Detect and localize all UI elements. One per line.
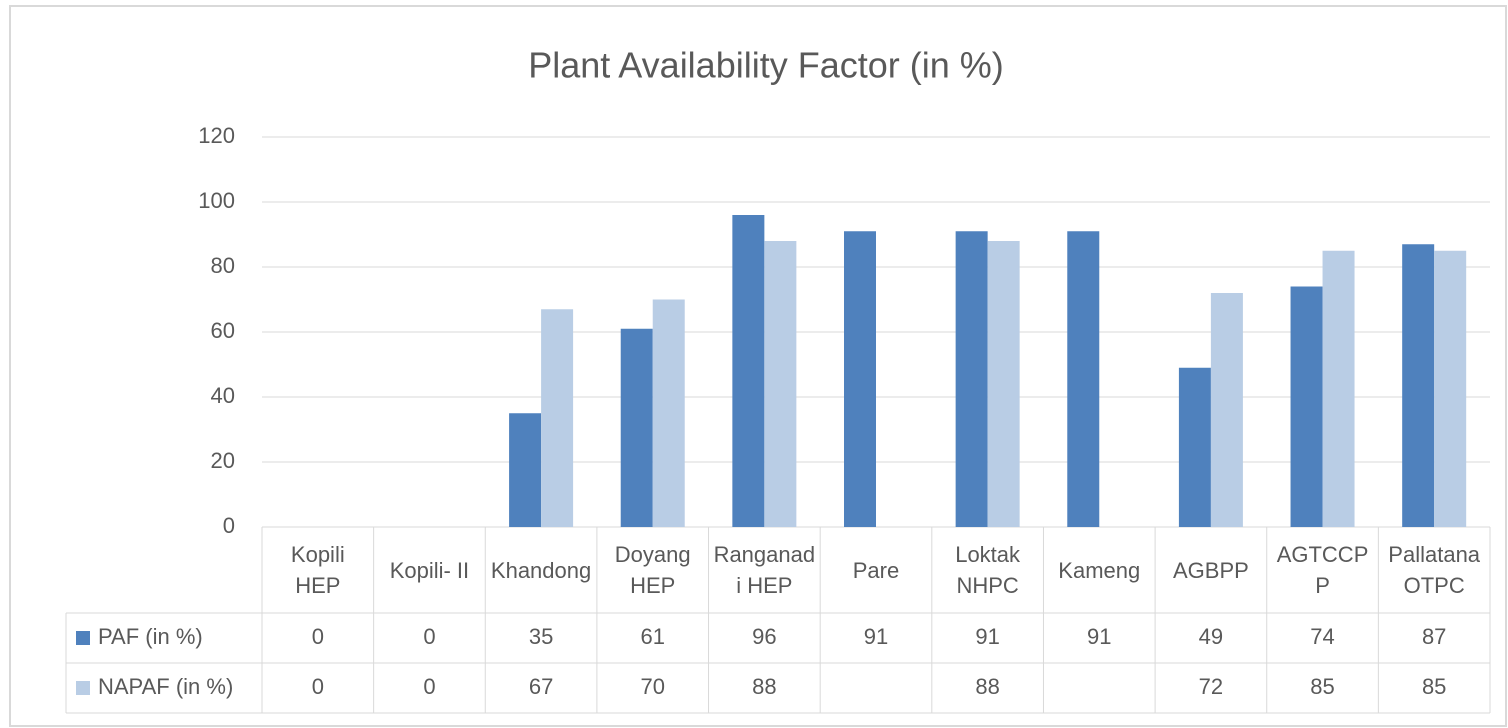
legend-key [76,681,90,695]
bar [1210,293,1243,527]
table-value: 49 [1199,624,1223,649]
x-tick-label: Pallatana OTPC [1388,542,1481,598]
y-tick-label: 40 [211,383,235,408]
table-value: 70 [640,674,664,699]
table-value: 91 [975,624,999,649]
y-tick-label: 20 [211,448,235,473]
table-value: 85 [1422,674,1446,699]
table-value: 0 [312,624,324,649]
legend-label: NAPAF (in %) [98,674,233,699]
table-value: 0 [312,674,324,699]
x-tick-label: Kopili- II [389,557,470,583]
bar [1322,250,1355,527]
x-tick-label: Doyang HEP [614,542,691,598]
table-value: 0 [423,624,435,649]
bar [987,241,1020,527]
legend-key [76,631,90,645]
table-value: 96 [752,624,776,649]
y-tick-label: 120 [198,123,235,148]
x-tick-label: Ranganadi HEP [713,542,816,598]
bar [955,231,988,527]
bar [1290,286,1323,527]
x-tick-label: Pare [852,557,900,583]
bar [1178,367,1211,527]
bar [1067,231,1100,527]
table-value: 74 [1310,624,1334,649]
table-value: 88 [975,674,999,699]
bar [732,215,765,527]
y-tick-label: 60 [211,318,235,343]
table-value: 0 [423,674,435,699]
bar [764,241,797,527]
table-value: 91 [1087,624,1111,649]
table-value: 72 [1199,674,1223,699]
legend-label: PAF (in %) [98,624,203,649]
y-tick-label: 80 [211,253,235,278]
table-value: 61 [640,624,664,649]
table-value: 35 [529,624,553,649]
table-value: 87 [1422,624,1446,649]
x-tick-label: Kopili HEP [290,542,345,598]
bar [509,413,542,527]
x-tick-label: AGBPP [1172,557,1249,583]
x-tick-label: Khandong [490,557,592,583]
table-value: 67 [529,674,553,699]
x-tick-label: Loktak NHPC [955,542,1021,598]
bar [541,309,574,527]
bar [620,328,653,527]
x-tick-label: AGTCCPP [1276,542,1369,598]
chart-title: Plant Availability Factor (in %) [528,45,1004,86]
bar [652,299,685,527]
bar [1434,250,1467,527]
y-tick-label: 0 [223,513,235,538]
bar [1402,244,1435,527]
table-value: 88 [752,674,776,699]
y-tick-label: 100 [198,188,235,213]
bar [844,231,876,527]
table-value: 85 [1310,674,1334,699]
table-value: 91 [864,624,888,649]
x-tick-label: Kameng [1058,557,1141,583]
